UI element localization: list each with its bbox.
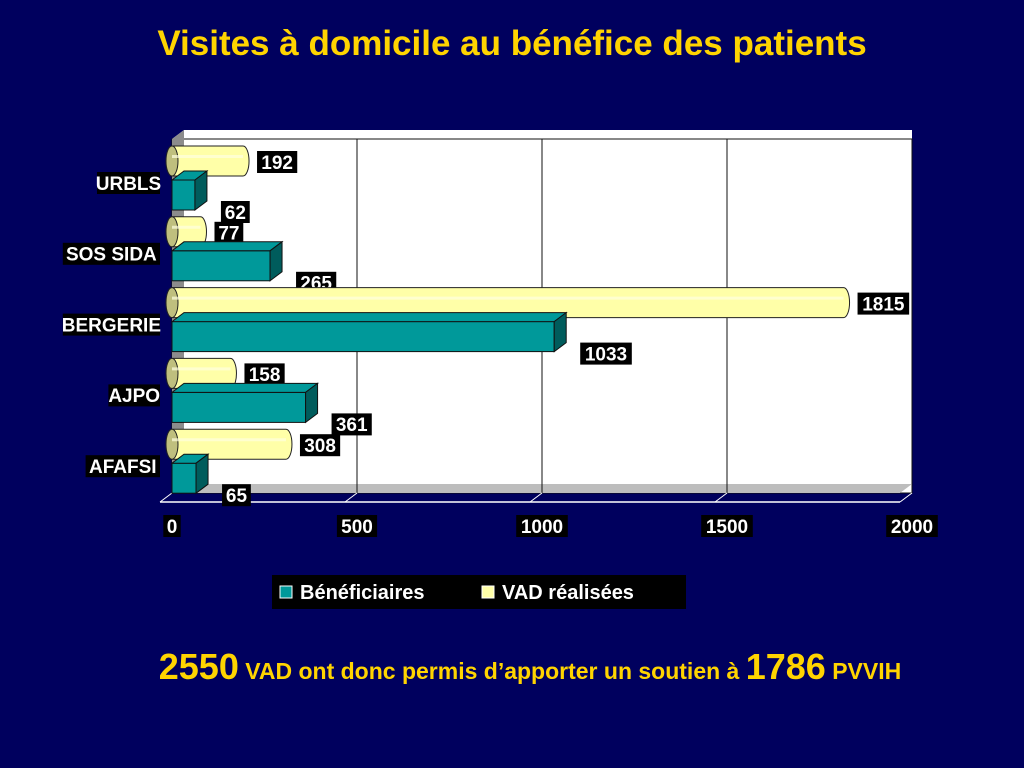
beneficiaires-value-label-bg bbox=[580, 342, 632, 365]
beneficiaires-bar bbox=[171, 179, 196, 211]
beneficiaires-bar-top bbox=[170, 312, 568, 323]
beneficiaires-bar-side bbox=[305, 382, 319, 424]
category-label: SOS SIDA bbox=[66, 245, 157, 266]
x-tick-label-bg bbox=[163, 515, 181, 537]
x-tick-mark bbox=[529, 492, 543, 503]
x-tick-label-bg bbox=[516, 515, 568, 537]
beneficiaires-bar-side bbox=[269, 240, 283, 282]
x-tick-label-bg bbox=[336, 515, 378, 537]
vad-value-label-bg bbox=[214, 221, 244, 244]
beneficiaires-value-label: 361 bbox=[336, 415, 368, 436]
vad-value-label-bg bbox=[857, 292, 910, 315]
summary-line: 2550 VAD ont donc permis d’apporter un s… bbox=[0, 646, 1024, 688]
vad-value-label: 1815 bbox=[862, 294, 905, 315]
x-tick-mark bbox=[344, 492, 358, 503]
vad-bar-cap bbox=[165, 216, 179, 248]
vad-value-label-bg bbox=[299, 434, 341, 457]
vad-count: 2550 bbox=[158, 646, 239, 687]
category-label: AFAFSI bbox=[89, 457, 157, 478]
x-tick-mark bbox=[899, 492, 913, 503]
category-label-bg bbox=[108, 384, 160, 407]
vad-bar-cap bbox=[165, 287, 179, 319]
vad-bar-cap bbox=[165, 145, 179, 177]
x-tick-label-bg bbox=[701, 515, 753, 537]
vad-value-label: 308 bbox=[304, 436, 336, 457]
beneficiaires-value-label-bg bbox=[220, 201, 250, 223]
legend-label: VAD réalisées bbox=[502, 582, 634, 604]
legend-swatch bbox=[279, 585, 293, 599]
legend-label: Bénéficiaires bbox=[300, 582, 425, 604]
summary-text-end: PVVIH bbox=[832, 658, 902, 684]
x-tick-mark bbox=[714, 492, 728, 503]
beneficiaires-bar bbox=[171, 321, 555, 353]
category-label: BERGERIE bbox=[62, 315, 161, 336]
vad-bar-cap bbox=[165, 357, 179, 389]
category-label-bg bbox=[85, 455, 160, 478]
vad-value-label: 192 bbox=[261, 153, 293, 174]
beneficiaires-bar bbox=[171, 391, 307, 423]
beneficiaires-bar-top bbox=[170, 241, 284, 252]
vad-bar-cap bbox=[165, 428, 179, 460]
beneficiaires-bar bbox=[171, 462, 197, 494]
summary-text-middle: VAD ont donc permis d’apporter un soutie… bbox=[245, 658, 740, 684]
category-label-bg bbox=[62, 242, 160, 265]
beneficiaires-bar bbox=[171, 250, 271, 282]
beneficiaires-value-label: 62 bbox=[225, 203, 246, 224]
beneficiaires-value-label: 65 bbox=[226, 486, 248, 507]
x-tick-label: 2000 bbox=[891, 517, 933, 538]
x-tick-label: 500 bbox=[341, 517, 373, 538]
beneficiaires-value-label-bg bbox=[222, 484, 251, 507]
vad-value-label: 77 bbox=[218, 224, 239, 245]
x-tick-label: 0 bbox=[167, 517, 178, 538]
beneficiaires-bar-side bbox=[195, 453, 209, 495]
category-label-bg bbox=[97, 172, 160, 194]
beneficiaires-bar-top bbox=[170, 382, 320, 393]
vad-value-label: 158 bbox=[249, 365, 281, 386]
vad-value-label-bg bbox=[257, 151, 298, 173]
vad-value-label-bg bbox=[244, 363, 285, 386]
vad-bar bbox=[171, 287, 851, 319]
beneficiaires-bar-side bbox=[194, 170, 208, 211]
vad-bar bbox=[171, 428, 293, 460]
vad-bar bbox=[171, 145, 250, 177]
legend-box bbox=[272, 575, 686, 609]
category-label: URBLS bbox=[96, 174, 161, 195]
x-tick-mark bbox=[159, 492, 173, 503]
category-label-bg bbox=[62, 313, 160, 336]
x-tick-label: 1500 bbox=[706, 517, 748, 538]
category-label: AJPO bbox=[108, 386, 160, 407]
beneficiaires-bar-side bbox=[553, 311, 567, 353]
x-tick-label: 1000 bbox=[521, 517, 563, 538]
patients-count: 1786 bbox=[745, 646, 826, 687]
beneficiaires-value-label: 1033 bbox=[585, 344, 627, 365]
x-tick-label-bg bbox=[886, 515, 938, 537]
beneficiaires-value-label-bg bbox=[331, 413, 372, 436]
legend-swatch bbox=[481, 585, 495, 599]
slide-title: Visites à domicile au bénéfice des patie… bbox=[157, 24, 867, 63]
